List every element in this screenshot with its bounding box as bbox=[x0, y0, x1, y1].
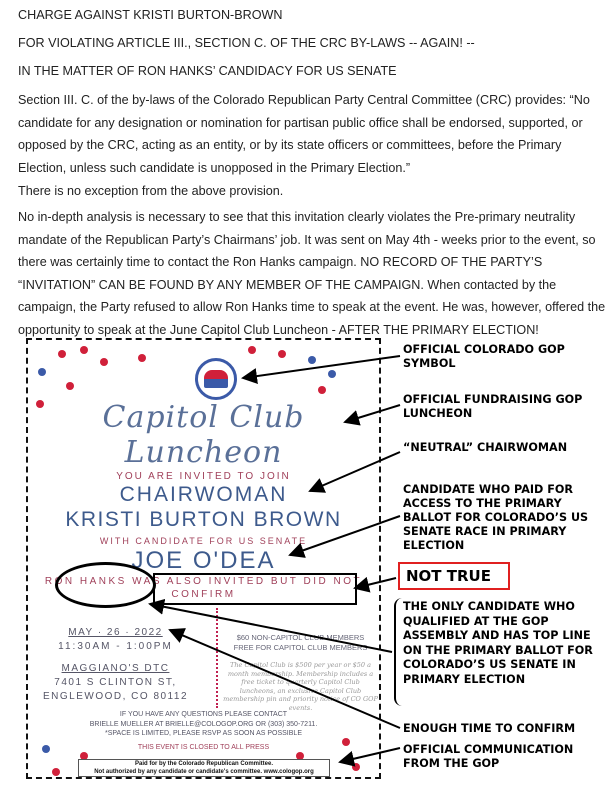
confetti-dot bbox=[38, 368, 46, 376]
flyer-chairwoman: CHAIRWOMAN bbox=[119, 483, 288, 506]
dotted-divider bbox=[216, 608, 218, 708]
paragraph-no-exception: There is no exception from the above pro… bbox=[18, 184, 284, 198]
confetti-dot bbox=[66, 382, 74, 390]
flyer-time: 11:30AM - 1:00PM bbox=[58, 641, 173, 652]
hanks-callout-box bbox=[153, 573, 357, 605]
flyer-membership: The Capitol Club is $500 per year or $50… bbox=[223, 661, 378, 712]
flyer-with-candidate: WITH CANDIDATE FOR US SENATE bbox=[99, 536, 308, 546]
confetti-dot bbox=[36, 400, 44, 408]
paid-for-disclaimer: Paid for by the Colorado Republican Comm… bbox=[78, 759, 330, 777]
confetti-dot bbox=[352, 763, 360, 771]
scribble-circle bbox=[55, 562, 156, 608]
paragraph-bylaws: Section III. C. of the by-laws of the Co… bbox=[18, 93, 590, 175]
title-line-1: CHARGE AGAINST KRISTI BURTON-BROWN bbox=[18, 8, 283, 22]
confetti-dot bbox=[58, 350, 66, 358]
confetti-dot bbox=[342, 738, 350, 746]
confetti-dot bbox=[80, 346, 88, 354]
not-true-box: NOT TRUE bbox=[398, 562, 510, 590]
annotation-symbol: OFFICIAL COLORADO GOP SYMBOL bbox=[403, 343, 565, 370]
confetti-dot bbox=[100, 358, 108, 366]
confetti-dot bbox=[318, 386, 326, 394]
annotation-only-candidate: THE ONLY CANDIDATE WHO QUALIFIED AT THE … bbox=[403, 600, 593, 686]
confetti-dot bbox=[138, 354, 146, 362]
flyer-contact-3: *SPACE IS LIMITED, PLEASE RSVP AS SOON A… bbox=[105, 730, 302, 737]
confetti-dot bbox=[278, 350, 286, 358]
gop-elephant-logo bbox=[195, 358, 237, 400]
paid-line-1: Paid for by the Colorado Republican Comm… bbox=[134, 761, 273, 767]
confetti-dot bbox=[248, 346, 256, 354]
paragraph-analysis: No in-depth analysis is necessary to see… bbox=[18, 210, 606, 337]
confetti-dot bbox=[80, 752, 88, 760]
flyer-date: MAY · 26 · 2022 bbox=[68, 627, 163, 638]
flyer-address-2: ENGLEWOOD, CO 80112 bbox=[42, 691, 189, 702]
confetti-dot bbox=[42, 745, 50, 753]
annotation-official-comm: OFFICIAL COMMUNICATION FROM THE GOP bbox=[403, 743, 574, 770]
confetti-dot bbox=[296, 752, 304, 760]
flyer-candidate: JOE O'DEA bbox=[131, 547, 276, 574]
flyer-script-title: Capitol Club Luncheon bbox=[102, 400, 305, 470]
flyer-hanks-line1: RON HANKS WAS ALSO INVITED BUT DID NOT bbox=[44, 576, 363, 587]
flyer-venue: MAGGIANO'S DTC bbox=[61, 663, 170, 674]
flyer-press: THIS EVENT IS CLOSED TO ALL PRESS bbox=[137, 743, 270, 751]
annotation-fundraising: OFFICIAL FUNDRAISING GOP LUNCHEON bbox=[403, 393, 583, 420]
flyer-hanks-line2: CONFIRM bbox=[171, 589, 236, 600]
flyer-name: KRISTI BURTON BROWN bbox=[65, 508, 342, 531]
flyer-contact-2: BRIELLE MUELLER AT BRIELLE@COLOGOP.ORG O… bbox=[89, 720, 318, 728]
title-line-2: FOR VIOLATING ARTICLE III., SECTION C. O… bbox=[18, 36, 475, 50]
annotation-enough-time: ENOUGH TIME TO CONFIRM bbox=[403, 722, 576, 735]
annotation-candidate-paid: CANDIDATE WHO PAID FOR ACCESS TO THE PRI… bbox=[403, 483, 589, 552]
confetti-dot bbox=[308, 356, 316, 364]
flyer-invited: YOU ARE INVITED TO JOIN bbox=[116, 471, 291, 482]
flyer-address-1: 7401 S CLINTON ST, bbox=[54, 677, 177, 688]
annotation-neutral: “NEUTRAL” CHAIRWOMAN bbox=[403, 441, 568, 454]
title-line-3: IN THE MATTER OF RON HANKS’ CANDIDACY FO… bbox=[18, 64, 397, 78]
flyer-contact-1: IF YOU HAVE ANY QUESTIONS PLEASE CONTACT bbox=[119, 711, 288, 718]
confetti-dot bbox=[52, 768, 60, 776]
paid-line-2: Not authorized by any candidate or candi… bbox=[94, 769, 314, 775]
flyer-price-1: $60 NON-CAPITOL CLUB MEMBERS bbox=[236, 633, 365, 642]
flyer-price-2: FREE FOR CAPITOL CLUB MEMBERS bbox=[233, 643, 368, 652]
confetti-dot bbox=[328, 370, 336, 378]
luncheon-flyer: Capitol Club Luncheon YOU ARE INVITED TO… bbox=[26, 338, 381, 779]
